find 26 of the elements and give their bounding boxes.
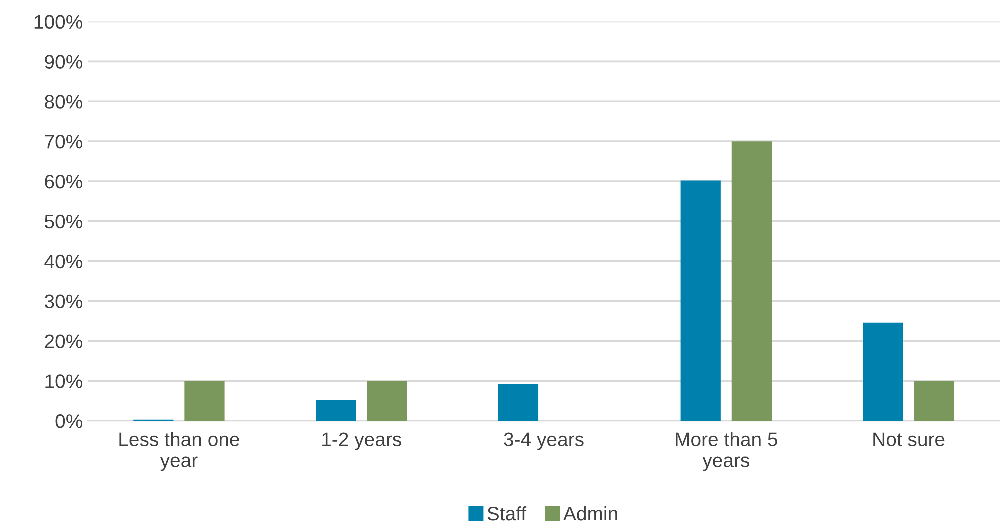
y-tick-label: 10% xyxy=(46,374,82,388)
x-tick-label: 3-4 years xyxy=(504,432,584,450)
y-tick-label: 70% xyxy=(45,135,82,149)
x-tick-label: 1-2 years xyxy=(322,432,402,450)
y-tick-label: 30% xyxy=(44,294,82,309)
y-tick-label: 40% xyxy=(44,254,82,269)
y-tick-label: 90% xyxy=(45,55,82,69)
bar xyxy=(863,322,904,422)
x-tick-label: More than 5 years xyxy=(676,432,778,472)
bar xyxy=(498,384,539,422)
x-tick-label: Less than one year xyxy=(120,432,240,472)
bar xyxy=(732,142,772,422)
y-tick-label: 20% xyxy=(45,334,82,348)
bar xyxy=(316,400,356,422)
bar xyxy=(680,180,721,422)
y-tick-label: 50% xyxy=(45,214,82,229)
y-tick-label: 100% xyxy=(34,15,82,30)
y-tick-label: 80% xyxy=(45,95,82,109)
bar xyxy=(367,381,408,422)
x-tick-label: Not sure xyxy=(874,432,945,446)
y-tick-label: 60% xyxy=(45,174,82,189)
y-tick-label: 0% xyxy=(56,414,82,428)
bar xyxy=(184,381,225,422)
bar xyxy=(914,381,954,422)
legend-label: Admin xyxy=(564,506,618,521)
legend-label: Staff xyxy=(488,506,527,521)
